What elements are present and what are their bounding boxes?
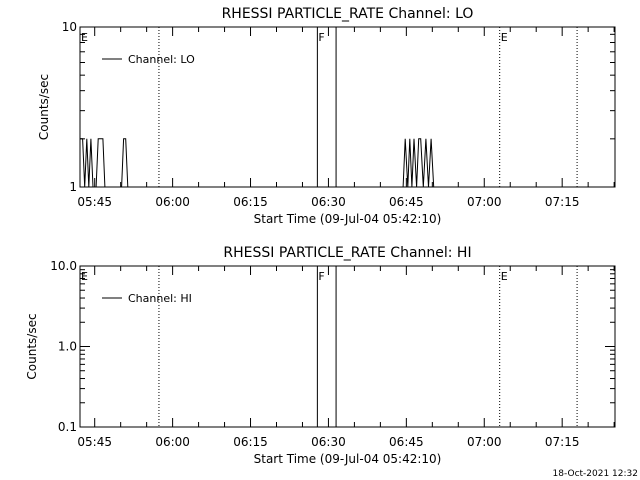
x-tick-label: 06:30 [311, 195, 346, 209]
x-axis-label: Start Time (09-Jul-04 05:42:10) [254, 452, 442, 466]
x-tick-label: 06:45 [389, 195, 424, 209]
chart-title: RHESSI PARTICLE_RATE Channel: LO [222, 6, 474, 22]
x-tick-label: 06:30 [311, 435, 346, 449]
generation-timestamp: 18-Oct-2021 12:32 [553, 469, 638, 479]
event-marker-label: F [318, 270, 324, 283]
y-tick-label: 10 [62, 20, 77, 34]
event-marker-label: E [81, 31, 88, 44]
event-marker-label: F [318, 31, 324, 44]
x-tick-label: 05:45 [77, 195, 112, 209]
x-tick-label: 07:00 [467, 195, 502, 209]
plot-frame [79, 265, 616, 428]
chart-panel-2: RHESSI PARTICLE_RATE Channel: HI 05:45 06:… [25, 245, 616, 466]
x-axis-label: Start Time (09-Jul-04 05:42:10) [254, 212, 442, 226]
legend-entry: Channel: LO [128, 53, 195, 66]
y-tick-label: 1.0 [58, 340, 77, 354]
event-marker-label: E [81, 270, 88, 283]
x-tick-label: 06:00 [155, 435, 190, 449]
x-tick-label: 06:15 [233, 195, 268, 209]
event-marker-label: E [501, 31, 508, 44]
x-tick-label: 06:45 [389, 435, 424, 449]
y-tick-label: 1 [69, 180, 77, 194]
y-tick-label: 0.1 [58, 420, 77, 434]
chart-panel-1: RHESSI PARTICLE_RATE Channel: LO 05:45 06:… [37, 6, 616, 226]
x-tick-label: 05:45 [77, 435, 112, 449]
x-tick-label: 06:00 [155, 195, 190, 209]
chart-title: RHESSI PARTICLE_RATE Channel: HI [223, 245, 471, 261]
y-axis-label: Counts/sec [25, 313, 39, 379]
legend-entry: Channel: HI [128, 292, 192, 305]
event-marker-label: E [501, 270, 508, 283]
x-tick-label: 07:15 [545, 195, 580, 209]
x-tick-label: 07:00 [467, 435, 502, 449]
y-axis-label: Counts/sec [37, 74, 51, 140]
plot-frame [79, 26, 616, 188]
x-tick-label: 07:15 [545, 435, 580, 449]
y-tick-label: 10.0 [50, 259, 77, 273]
x-tick-label: 06:15 [233, 435, 268, 449]
series-line [80, 138, 435, 188]
